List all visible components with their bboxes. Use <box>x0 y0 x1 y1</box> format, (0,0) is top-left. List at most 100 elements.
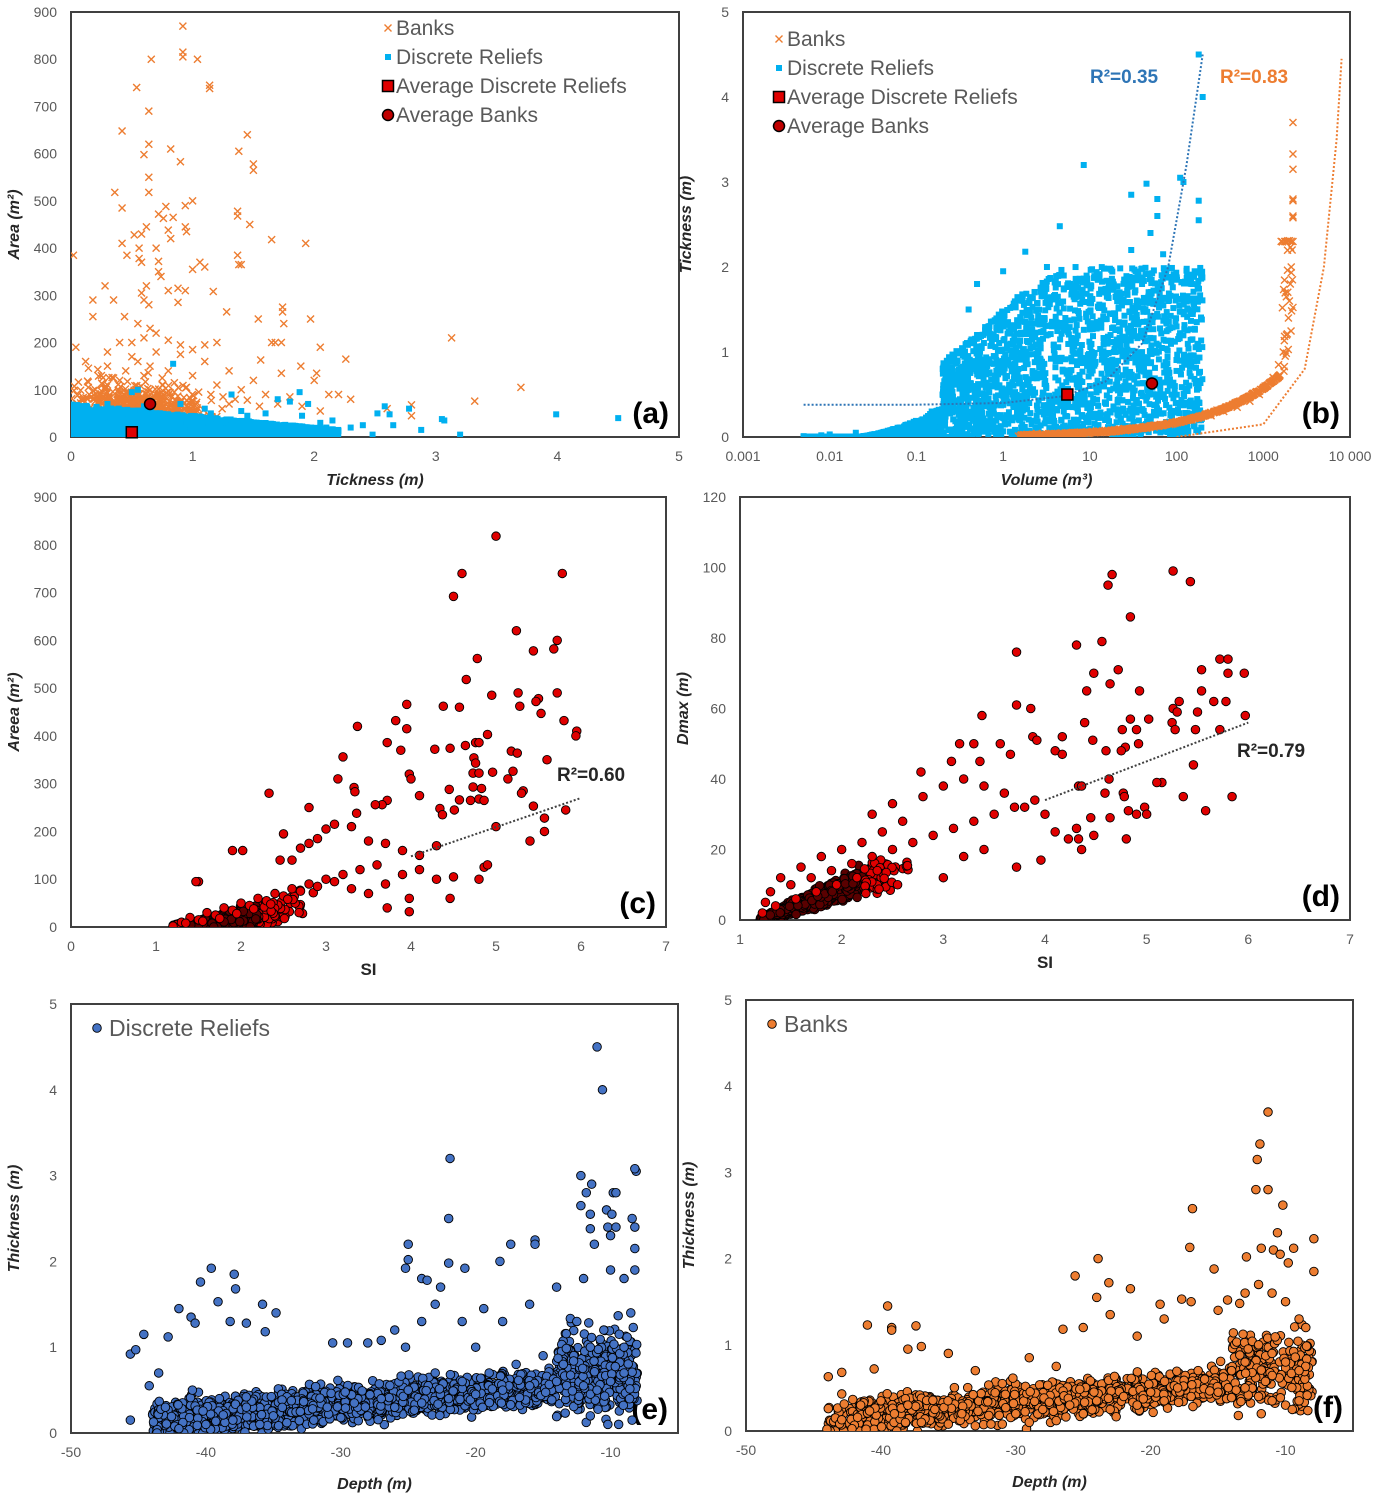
data-point <box>271 422 278 429</box>
data-point <box>166 416 173 423</box>
data-point <box>189 432 196 437</box>
data-point <box>1079 368 1086 375</box>
data-point <box>1003 345 1010 352</box>
data-point <box>1029 336 1036 343</box>
data-point <box>1163 270 1170 277</box>
data-point <box>1164 337 1171 344</box>
data-point <box>1033 412 1040 419</box>
data-point <box>1095 402 1102 409</box>
data-point <box>1196 354 1203 361</box>
data-point <box>110 188 119 197</box>
data-point <box>1107 358 1114 365</box>
data-point <box>1012 414 1019 421</box>
data-point <box>257 430 264 437</box>
data-point <box>1057 425 1064 432</box>
y-axis-label: Area (m²) <box>6 189 23 260</box>
data-point <box>71 413 75 420</box>
data-point <box>205 81 214 90</box>
data-point <box>330 433 337 437</box>
data-point <box>194 428 201 435</box>
data-point <box>1087 391 1094 398</box>
data-point <box>271 338 280 347</box>
y-tick-label: 4 <box>721 89 729 105</box>
data-point <box>306 314 315 323</box>
data-point <box>154 415 161 422</box>
data-point <box>90 432 97 437</box>
data-point <box>1185 427 1192 434</box>
data-point <box>1184 305 1191 312</box>
data-point <box>1176 347 1183 354</box>
data-point <box>962 369 969 376</box>
data-point <box>1179 364 1186 371</box>
data-point <box>1011 333 1018 340</box>
data-point <box>1039 394 1046 401</box>
data-point <box>280 429 287 436</box>
data-point <box>118 203 127 212</box>
data-point <box>219 432 226 437</box>
data-point <box>1037 345 1044 352</box>
data-point <box>280 422 287 429</box>
data-point <box>1187 373 1194 380</box>
data-point <box>166 144 175 153</box>
data-point <box>178 52 187 61</box>
data-point <box>261 420 268 427</box>
data-point <box>1124 346 1131 353</box>
data-point <box>972 402 979 409</box>
data-point <box>88 296 97 305</box>
data-point <box>98 408 105 415</box>
data-point <box>176 340 185 349</box>
data-point <box>615 415 622 422</box>
data-point <box>1101 399 1108 406</box>
data-point <box>134 386 141 393</box>
y-tick-label: 900 <box>34 4 58 20</box>
data-point <box>1190 352 1197 359</box>
data-point <box>185 421 192 428</box>
data-point <box>1126 328 1133 335</box>
data-point <box>127 338 136 347</box>
data-point <box>1174 425 1181 432</box>
data-point <box>174 433 181 437</box>
data-point <box>88 407 95 414</box>
data-point <box>109 373 118 382</box>
data-point <box>1117 294 1124 301</box>
data-point <box>121 384 130 393</box>
data-point <box>120 312 129 321</box>
data-point <box>1046 301 1053 308</box>
data-point <box>261 390 270 399</box>
data-point <box>1191 358 1198 365</box>
data-point <box>359 422 366 429</box>
data-point <box>298 402 307 411</box>
data-point <box>274 426 281 433</box>
data-point <box>158 373 167 382</box>
y-tick-label: 700 <box>34 98 58 114</box>
data-point <box>144 140 153 149</box>
data-point <box>1110 324 1117 331</box>
data-point <box>133 319 142 328</box>
data-point <box>1087 413 1094 420</box>
data-point <box>245 220 254 229</box>
data-point <box>119 413 126 420</box>
data-point <box>118 127 127 135</box>
x-tick-label: 4 <box>554 448 562 464</box>
data-point <box>969 413 976 420</box>
data-point <box>73 391 82 400</box>
data-point <box>84 364 93 373</box>
data-point <box>1154 285 1161 292</box>
legend-entry: Average Discrete Reliefs <box>396 75 627 98</box>
data-point <box>1119 321 1126 328</box>
data-point <box>234 147 243 156</box>
y-tick-label: 200 <box>34 335 58 351</box>
data-point <box>1028 351 1035 358</box>
data-point <box>1133 397 1140 404</box>
data-point <box>122 410 129 417</box>
data-point <box>406 405 413 412</box>
data-point <box>193 418 200 425</box>
data-point <box>1087 282 1094 289</box>
data-point <box>1013 344 1020 351</box>
data-point <box>1124 398 1131 405</box>
data-point <box>1154 397 1161 404</box>
data-point <box>225 366 234 375</box>
x-axis-label: Tickness (m) <box>326 472 424 489</box>
data-point <box>323 424 330 431</box>
data-point <box>1176 308 1183 315</box>
